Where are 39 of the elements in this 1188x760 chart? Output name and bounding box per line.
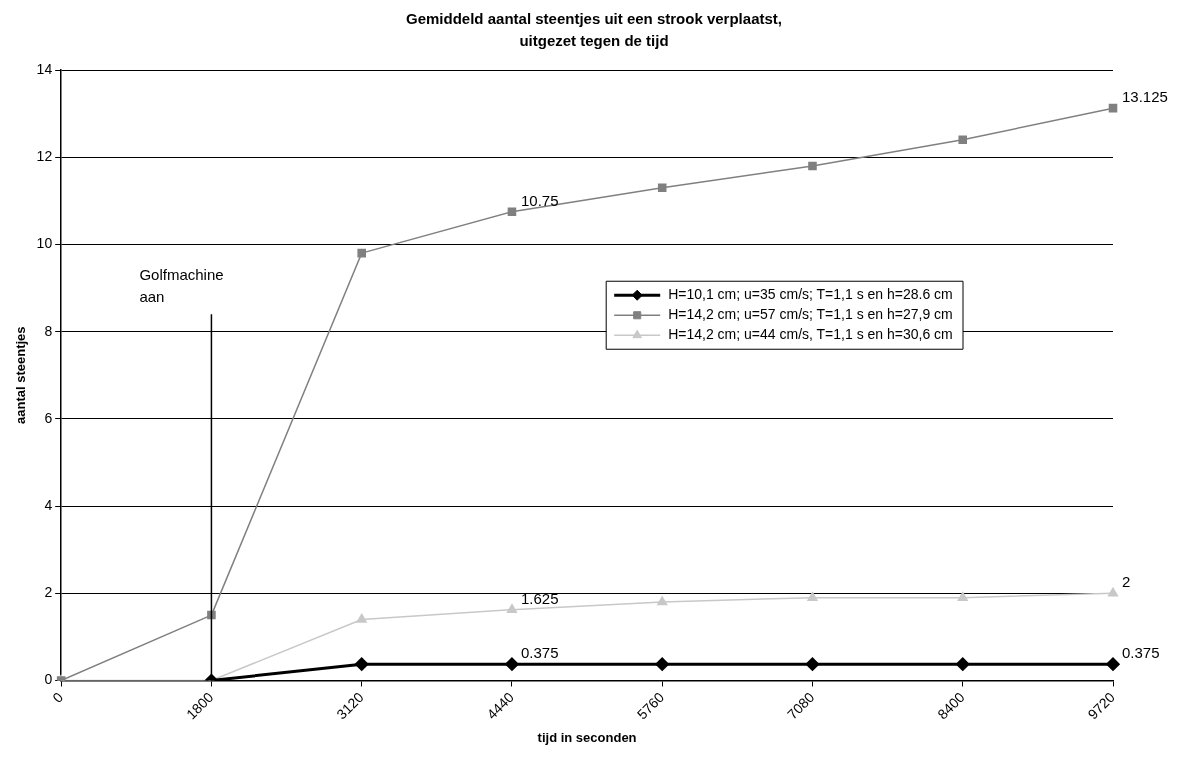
point (655, 657, 669, 671)
point (956, 657, 970, 671)
data-label: 2 (1122, 573, 1131, 591)
y-tick-label: 10 (36, 235, 53, 252)
x-axis-title: tijd in seconden (537, 729, 637, 745)
point (1108, 103, 1118, 113)
y-tick-label: 0 (44, 671, 53, 688)
point (356, 613, 367, 623)
y-axis-title: aantal steentjes (13, 326, 29, 425)
y-tick-label: 8 (44, 322, 53, 339)
point (505, 657, 519, 671)
point (506, 603, 518, 613)
point (357, 248, 366, 258)
y-tick-label: 4 (44, 496, 53, 513)
point (507, 207, 517, 217)
data-label: 10.75 (520, 191, 559, 209)
data-label: 0.375 (520, 644, 559, 662)
point (807, 591, 818, 601)
legend-label: H=10,1 cm; u=35 cm/s; T=1,1 s en h=28.6 cm (668, 286, 953, 303)
data-label: 0.375 (1122, 644, 1160, 662)
point (957, 591, 968, 601)
y-tick-label: 6 (44, 409, 53, 426)
point (805, 657, 819, 671)
point (355, 657, 369, 671)
data-label: 13.125 (1122, 88, 1168, 106)
point (808, 161, 817, 171)
point (958, 135, 968, 145)
y-tick-label: 12 (36, 148, 53, 165)
point (1107, 587, 1119, 597)
ref-line-label: Golfmachine aan (139, 266, 224, 306)
y-tick-label: 2 (44, 584, 53, 601)
point (657, 596, 668, 606)
chart-title: Gemiddeld aantal steentjes uit een strook verplaatst, uitgezet tegen de tijd (405, 9, 783, 51)
legend-label: H=14,2 cm; u=44 cm/s, T=1,1 s en h=30,6 cm (668, 326, 953, 343)
point (657, 183, 667, 193)
legend-label: H=14,2 cm; u=57 cm/s; T=1,1 s en h=27,9 cm (668, 306, 953, 323)
data-label: 1.625 (520, 589, 559, 607)
y-tick-label: 14 (36, 60, 53, 77)
point (1106, 657, 1120, 671)
